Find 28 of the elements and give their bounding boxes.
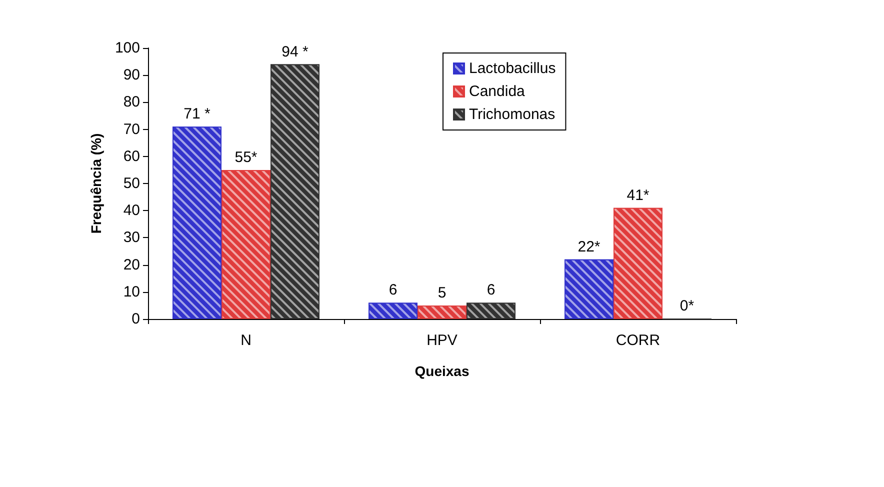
y-tick-label: 100 bbox=[114, 40, 140, 56]
legend-label: Trichomonas bbox=[469, 106, 556, 123]
x-axis-title: Queixas bbox=[414, 363, 470, 379]
y-tick-label: 90 bbox=[123, 66, 140, 84]
data-label: 22* bbox=[578, 238, 600, 256]
y-tick-label: 0 bbox=[132, 310, 140, 328]
y-tick-label: 30 bbox=[123, 229, 140, 246]
x-tick-label: N bbox=[240, 332, 252, 349]
y-tick-label: 40 bbox=[123, 202, 140, 220]
legend-label: Candida bbox=[469, 83, 526, 100]
data-label: 41* bbox=[626, 186, 650, 204]
data-label: 5 bbox=[438, 284, 446, 302]
y-tick-label: 50 bbox=[123, 175, 140, 192]
data-label: 94 * bbox=[282, 43, 308, 60]
data-label: 6 bbox=[486, 282, 496, 299]
data-label: 71 * bbox=[184, 106, 210, 123]
y-tick-label: 70 bbox=[123, 120, 140, 138]
data-label: 0* bbox=[680, 298, 694, 314]
y-tick-label: 20 bbox=[123, 256, 140, 274]
x-tick-label: HPV bbox=[426, 332, 458, 349]
legend-label: Lactobacillus bbox=[469, 60, 556, 77]
y-tick-label: 80 bbox=[123, 94, 140, 111]
data-label: 55* bbox=[234, 148, 258, 166]
y-tick-label: 60 bbox=[123, 148, 140, 165]
x-tick-label: CORR bbox=[616, 332, 660, 349]
y-axis-title: Frequência (%) bbox=[88, 133, 104, 234]
y-tick-label: 10 bbox=[123, 283, 140, 300]
data-label: 6 bbox=[388, 282, 398, 299]
